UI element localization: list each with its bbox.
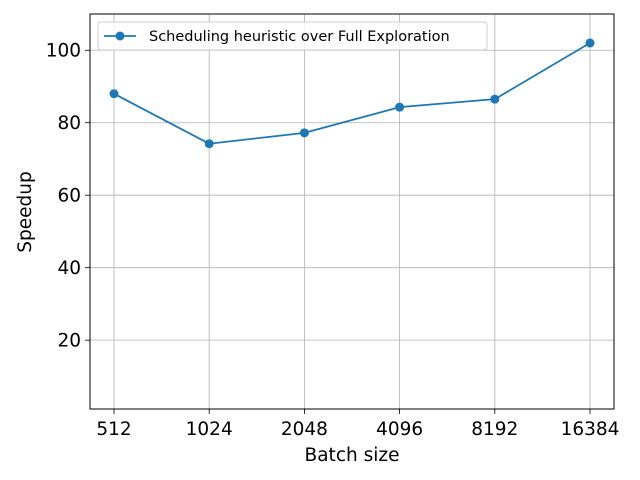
data-point (109, 89, 119, 99)
x-tick-label: 4096 (376, 419, 423, 440)
legend-marker-swatch (115, 31, 125, 41)
data-point (490, 94, 500, 104)
x-tick-label: 1024 (186, 419, 233, 440)
x-tick-label: 16384 (561, 419, 620, 440)
data-point (299, 128, 309, 138)
y-axis-label: Speedup (15, 171, 36, 252)
data-point (585, 38, 595, 48)
x-tick-label: 512 (96, 419, 131, 440)
y-tick-label: 60 (57, 186, 81, 207)
data-point (204, 139, 214, 149)
plot-frame (89, 13, 615, 410)
y-tick-label: 40 (57, 258, 81, 279)
legend-box (97, 21, 488, 51)
series-layer (109, 38, 595, 149)
y-tick-label: 20 (57, 331, 81, 352)
x-axis: 512 1024 2048 4096 8192 16384 (96, 409, 619, 440)
y-axis: 20 40 60 80 100 (46, 41, 90, 352)
y-tick-label: 80 (57, 113, 81, 134)
y-tick-label: 100 (46, 41, 81, 62)
x-tick-label: 2048 (281, 419, 328, 440)
x-tick-label: 8192 (471, 419, 518, 440)
x-axis-label: Batch size (305, 445, 400, 466)
series-line (113, 42, 591, 145)
legend: Scheduling heuristic over Full Explorati… (97, 21, 488, 51)
legend-series-label: Scheduling heuristic over Full Explorati… (149, 29, 450, 45)
data-point (395, 102, 405, 112)
